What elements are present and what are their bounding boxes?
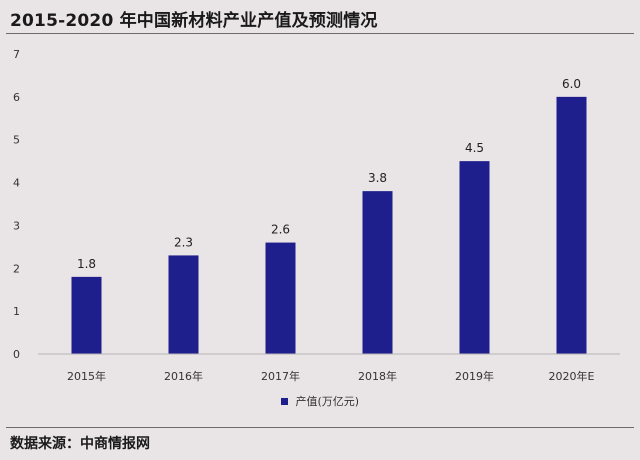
legend-label: 产值(万亿元)	[295, 395, 360, 408]
y-tick-label: 0	[13, 348, 20, 361]
y-tick-label: 6	[13, 91, 20, 104]
bars: 1.8 2.3 2.6 3.8 4.5 6.0	[71, 77, 587, 354]
source-divider	[6, 427, 634, 428]
source-note: 数据来源：中商情报网	[10, 436, 150, 452]
bar	[556, 96, 587, 354]
bar-value-label: 6.0	[562, 77, 581, 91]
bar-value-label: 4.5	[465, 141, 484, 155]
bar-value-label: 3.8	[368, 171, 387, 185]
legend: 产值(万亿元)	[0, 393, 640, 409]
bar-value-label: 2.3	[174, 235, 193, 249]
x-tick-label: 2019年	[455, 369, 494, 383]
x-tick-label: 2020年E	[549, 369, 595, 383]
bar	[168, 255, 199, 354]
x-tick-label: 2015年	[67, 369, 106, 383]
y-tick-label: 3	[13, 219, 20, 232]
y-tick-label: 2	[13, 262, 20, 275]
legend-swatch	[280, 397, 288, 405]
bar	[71, 276, 102, 354]
y-tick-label: 5	[13, 134, 20, 147]
x-axis: 2015年 2016年 2017年 2018年 2019年 2020年E	[38, 353, 620, 383]
y-axis: 0 1 2 3 4 5 6 7	[13, 48, 20, 361]
y-tick-label: 4	[13, 177, 20, 190]
bar-value-label: 2.6	[271, 223, 290, 237]
chart-title: 2015-2020 年中国新材料产业产值及预测情况	[10, 11, 378, 31]
bar	[459, 161, 490, 354]
bar-value-label: 1.8	[77, 257, 96, 271]
title-divider	[6, 33, 634, 34]
y-tick-label: 7	[13, 48, 20, 61]
bar	[362, 191, 393, 354]
x-tick-label: 2018年	[358, 369, 397, 383]
x-tick-label: 2016年	[164, 369, 203, 383]
bar	[265, 242, 296, 354]
y-tick-label: 1	[13, 305, 20, 318]
x-tick-label: 2017年	[261, 369, 300, 383]
